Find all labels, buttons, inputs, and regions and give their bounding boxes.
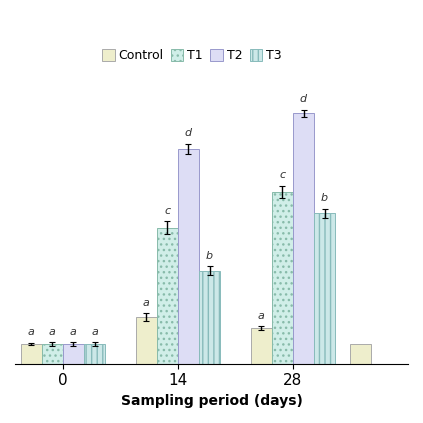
Text: b: b: [321, 193, 328, 203]
Legend: Control, T1, T2, T3: Control, T1, T2, T3: [102, 49, 282, 62]
Bar: [42, 344, 63, 364]
Bar: [21, 344, 42, 364]
Bar: [63, 344, 84, 364]
Text: a: a: [49, 327, 56, 337]
Text: d: d: [185, 128, 192, 138]
Text: a: a: [28, 327, 35, 337]
Bar: [136, 317, 157, 364]
Text: c: c: [279, 170, 286, 180]
Bar: [251, 328, 272, 364]
Text: b: b: [206, 251, 213, 261]
Text: a: a: [91, 327, 98, 337]
Text: a: a: [143, 297, 150, 308]
Text: c: c: [165, 206, 170, 216]
Bar: [84, 344, 105, 364]
X-axis label: Sampling period (days): Sampling period (days): [121, 394, 302, 408]
Bar: [349, 344, 371, 364]
Text: d: d: [300, 94, 307, 104]
Text: a: a: [258, 311, 265, 321]
Text: a: a: [70, 327, 77, 337]
Bar: [314, 214, 335, 364]
Bar: [178, 149, 199, 364]
Bar: [157, 228, 178, 364]
Bar: [199, 271, 220, 364]
Bar: [272, 192, 293, 364]
Bar: [293, 113, 314, 364]
